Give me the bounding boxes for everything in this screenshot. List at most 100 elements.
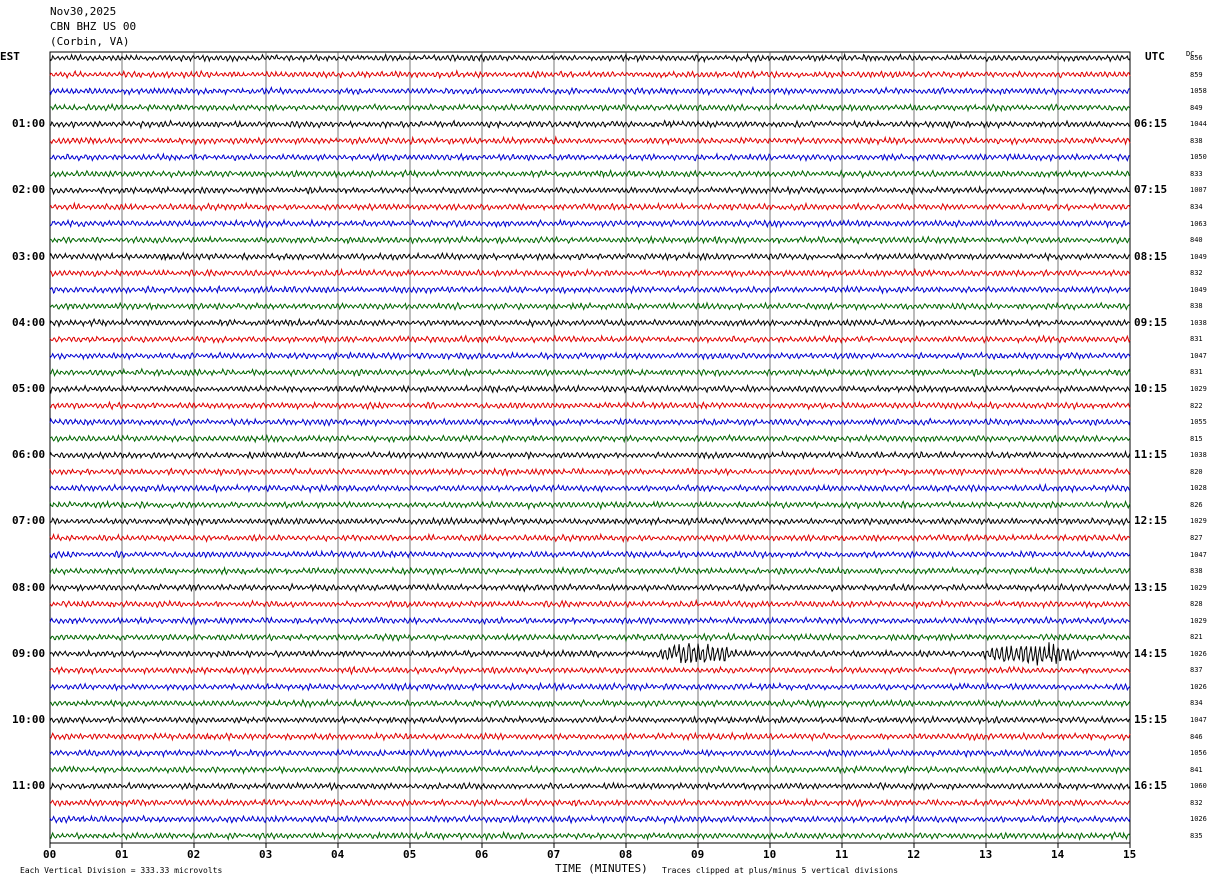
right-hour-label: 07:15 [1134,183,1168,197]
x-tick-label: 11 [835,848,849,861]
dc-offset-label: 822 [1190,401,1203,410]
x-tick-label: 08 [619,848,633,861]
x-tick-label: 06 [475,848,489,861]
dc-offset-label: 856 [1190,54,1203,62]
dc-offset-label: 833 [1190,169,1203,178]
x-tick-label: 03 [259,848,273,861]
right-hour-label: 13:15 [1134,580,1168,594]
left-hour-label: 03:00 [12,249,46,263]
dc-offset-label: 1058 [1190,87,1207,96]
trace-42 [49,747,1131,759]
dc-offset-label: 1044 [1190,120,1207,129]
clipping-note: Traces clipped at plus/minus 5 vertical … [662,866,899,875]
dc-offset-label: 820 [1190,467,1203,476]
right-hour-label: 15:15 [1134,713,1168,726]
trace-25 [49,466,1131,477]
station-code: CBN BHZ US 00 [50,20,137,33]
trace-8 [50,185,1131,196]
x-tick-label: 09 [691,848,705,861]
trace-18 [49,350,1131,361]
dc-offset-label: 838 [1190,136,1203,145]
right-hour-label: 16:15 [1134,779,1168,793]
dc-offset-label: 1028 [1190,484,1207,493]
x-tick-label: 04 [331,848,345,861]
dc-offset-label: 1029 [1190,385,1207,393]
trace-1 [49,69,1131,80]
dc-offset-label: 826 [1190,500,1203,509]
trace-34 [49,615,1131,626]
trace-19 [49,367,1131,378]
x-tick-label: 01 [115,848,129,861]
left-hour-label: 02:00 [12,183,46,197]
x-tick-label: 02 [187,848,201,861]
trace-11 [49,234,1131,245]
dc-offset-label: 1056 [1190,749,1207,758]
dc-offset-label: 1007 [1190,186,1207,195]
right-axis-label: UTC [1145,50,1165,63]
trace-16 [49,317,1131,329]
trace-13 [49,267,1131,279]
dc-offset-label: 832 [1190,269,1203,278]
x-tick-label: 05 [403,848,417,861]
trace-44 [49,781,1131,792]
dc-offset-label: 1047 [1190,550,1207,559]
trace-41 [49,731,1131,742]
dc-offset-label: 815 [1190,434,1203,443]
x-tick-label: 10 [763,848,777,861]
trace-47 [49,830,1131,842]
dc-offset-label: 840 [1190,236,1203,245]
trace-37 [49,665,1131,676]
trace-5 [49,135,1131,146]
left-hour-label: 01:00 [12,117,46,131]
trace-39 [49,698,1131,709]
x-tick-label: 07 [547,848,561,861]
left-axis-label: EST [0,50,20,63]
dc-offset-label: 1026 [1190,649,1207,658]
trace-10 [49,218,1131,229]
left-hour-label: 06:00 [12,448,46,462]
dc-offset-label: 838 [1190,567,1203,576]
left-hour-label: 11:00 [12,779,46,793]
trace-29 [49,532,1131,543]
dc-offset-label: 831 [1190,335,1203,344]
trace-4 [49,119,1131,130]
left-hour-label: 07:00 [12,514,46,528]
dc-offset-label: 1029 [1190,616,1207,625]
dc-offset-label: 1063 [1190,219,1207,228]
left-hour-label: 05:00 [12,382,46,395]
trace-17 [49,334,1131,345]
dc-offset-label: 837 [1190,666,1203,675]
left-hour-label: 09:00 [12,646,46,660]
dc-offset-label: 838 [1190,302,1203,311]
vertical-division-note: Each Vertical Division = 333.33 microvol… [20,866,223,875]
left-hour-label: 08:00 [12,580,46,594]
dc-offset-label: 1055 [1190,418,1207,427]
right-hour-label: 11:15 [1134,448,1168,462]
plot-date: Nov30,2025 [50,5,117,18]
x-tick-label: 13 [979,848,993,861]
trace-12 [49,251,1131,262]
trace-40 [49,714,1131,726]
right-hour-label: 12:15 [1134,514,1168,528]
trace-3 [50,102,1131,113]
dc-offset-label: 832 [1190,798,1203,807]
trace-32 [49,582,1131,593]
trace-26 [49,482,1131,494]
dc-offset-label: 821 [1190,633,1203,642]
dc-offset-label: 1049 [1190,285,1207,294]
x-tick-label: 15 [1123,848,1137,861]
dc-offset-label: 1047 [1190,716,1207,724]
trace-21 [49,400,1131,411]
x-axis-title: TIME (MINUTES) [555,862,648,875]
dc-offset-label: 841 [1190,765,1203,774]
right-hour-label: 06:15 [1134,117,1168,131]
right-hour-label: 08:15 [1134,249,1168,263]
trace-0 [49,52,1131,64]
dc-offset-label: 859 [1190,70,1203,79]
trace-38 [49,681,1131,692]
dc-offset-label: 1038 [1190,318,1207,327]
trace-23 [49,433,1131,444]
dc-offset-label: 1038 [1190,451,1207,460]
x-tick-label: 00 [43,848,57,861]
